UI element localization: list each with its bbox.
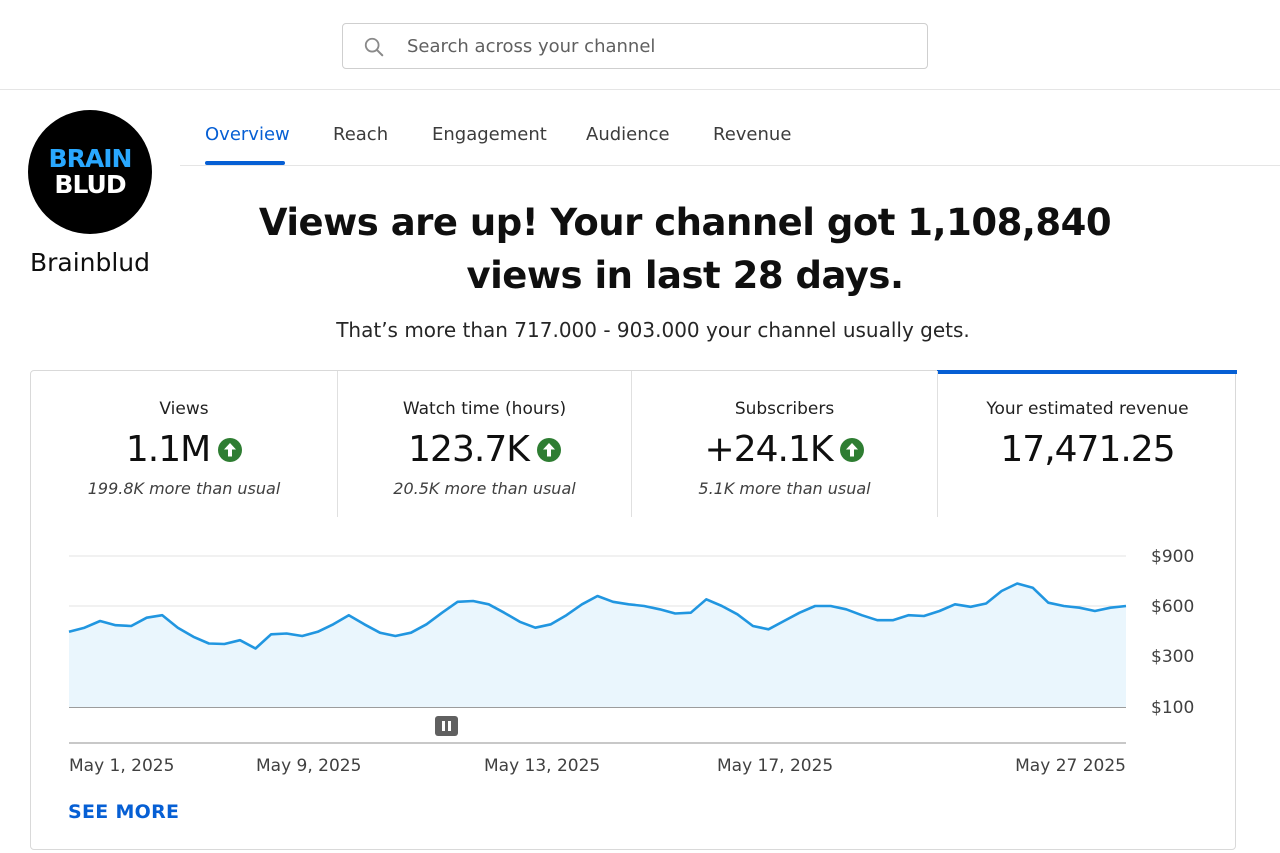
x-tick-label: May 27 2025 bbox=[1015, 756, 1126, 776]
pause-icon bbox=[448, 721, 451, 731]
tab-reach[interactable]: Reach bbox=[333, 124, 389, 145]
metric-views[interactable]: Views 1.1M 199.8K more than usual bbox=[31, 371, 337, 517]
metric-value: 17,471.25 bbox=[1000, 429, 1175, 470]
trend-up-icon bbox=[536, 437, 561, 462]
metric-divider bbox=[337, 371, 338, 517]
metric-label: Subscribers bbox=[734, 399, 835, 419]
x-tick-label: May 1, 2025 bbox=[69, 756, 174, 776]
metric-divider bbox=[631, 371, 632, 517]
x-tick-label: May 13, 2025 bbox=[484, 756, 600, 776]
selected-metric-indicator bbox=[937, 370, 1237, 374]
pause-icon bbox=[442, 721, 445, 731]
pause-button[interactable] bbox=[435, 716, 458, 736]
metric-subscribers[interactable]: Subscribers +24.1K 5.1K more than usual bbox=[632, 371, 937, 517]
metric-value: 1.1M bbox=[125, 429, 211, 470]
metric-value: +24.1K bbox=[704, 429, 834, 470]
metric-watch-time[interactable]: Watch time (hours) 123.7K 20.5K more tha… bbox=[338, 371, 631, 517]
tab-engagement[interactable]: Engagement bbox=[432, 124, 547, 145]
see-more-link[interactable]: SEE MORE bbox=[68, 801, 180, 823]
tab-revenue[interactable]: Revenue bbox=[713, 124, 792, 145]
tab-bar: Overview Reach Engagement Audience Reven… bbox=[180, 90, 1280, 166]
metric-divider bbox=[937, 371, 938, 517]
x-tick-label: May 9, 2025 bbox=[256, 756, 361, 776]
chart-series-line bbox=[68, 582, 1127, 650]
y-tick-label: $100 bbox=[1151, 698, 1194, 718]
search-input[interactable] bbox=[407, 24, 907, 68]
trend-up-icon bbox=[218, 437, 243, 462]
trend-up-icon bbox=[840, 437, 865, 462]
logo-text-blud: BLUD bbox=[54, 170, 126, 199]
metric-value: 123.7K bbox=[408, 429, 530, 470]
metric-label: Views bbox=[159, 399, 209, 419]
tab-audience[interactable]: Audience bbox=[586, 124, 670, 145]
y-tick-label: $300 bbox=[1151, 647, 1194, 667]
active-tab-indicator bbox=[205, 161, 285, 165]
metric-value-row: 1.1M bbox=[31, 429, 337, 470]
search-icon bbox=[364, 37, 384, 57]
tab-overview[interactable]: Overview bbox=[205, 124, 290, 145]
metric-label: Watch time (hours) bbox=[402, 399, 567, 419]
metric-note: 199.8K more than usual bbox=[87, 479, 281, 498]
metrics-card: Views 1.1M 199.8K more than usual Watch … bbox=[30, 370, 1237, 850]
metric-label: Your estimated revenue bbox=[986, 399, 1189, 419]
metric-value-row: +24.1K bbox=[632, 429, 937, 470]
top-bar bbox=[0, 0, 1280, 90]
page-subline: That’s more than 717.000 - 903.000 your … bbox=[336, 318, 970, 342]
channel-name: Brainblud bbox=[29, 248, 151, 277]
channel-avatar[interactable]: BRAIN BLUD bbox=[28, 110, 152, 234]
logo-text-brain: BRAIN bbox=[48, 144, 133, 173]
x-tick-label: May 17, 2025 bbox=[717, 756, 833, 776]
revenue-chart: $900 $600 $300 $100 May 1, 2025 May 9, 2025 Ma… bbox=[68, 547, 1194, 776]
metric-note: 20.5K more than usual bbox=[393, 479, 576, 498]
y-tick-label: $600 bbox=[1151, 597, 1194, 617]
metric-value-row: 123.7K bbox=[338, 429, 631, 470]
metric-note: 5.1K more than usual bbox=[698, 479, 871, 498]
y-tick-label: $900 bbox=[1151, 547, 1194, 567]
metric-estimated-revenue[interactable]: Your estimated revenue 17,471.25 bbox=[938, 371, 1237, 517]
page-headline: Views are up! Your channel got 1,108,840… bbox=[258, 201, 1112, 297]
search-box[interactable] bbox=[342, 23, 928, 69]
chart-area bbox=[69, 583, 1126, 707]
metric-value-row: 17,471.25 bbox=[938, 429, 1237, 470]
